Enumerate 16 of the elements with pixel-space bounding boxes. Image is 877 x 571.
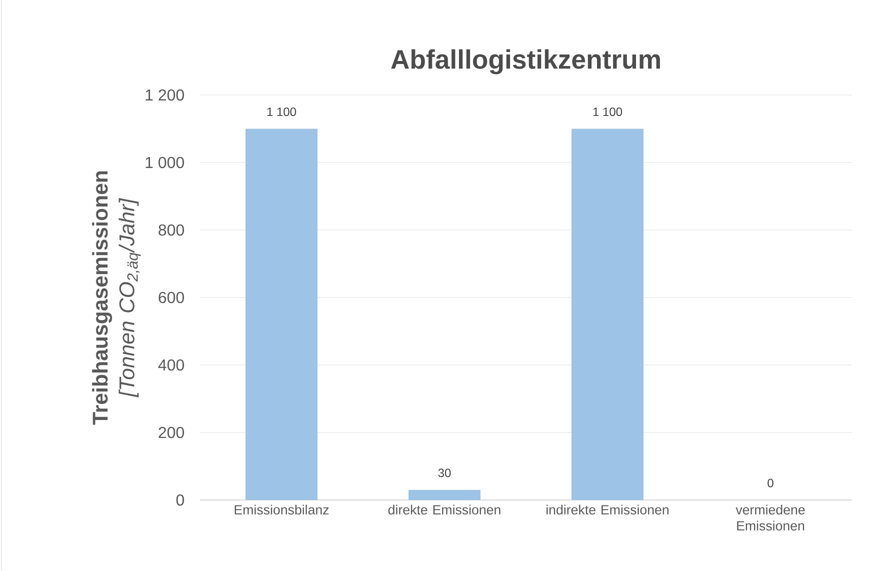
y-tick-label: 800 <box>158 224 184 236</box>
x-tick-label: indirekte Emissionen <box>546 504 668 514</box>
data-label: 1 100 <box>267 108 296 116</box>
y-tick-label: 1 000 <box>146 156 184 168</box>
y-tick-label: 0 <box>176 494 184 506</box>
y-tick-label: 200 <box>158 426 184 438</box>
x-tick-label: vermiedene Emissionen <box>736 504 805 530</box>
data-label: 30 <box>438 468 451 478</box>
y-tick-label: 600 <box>158 292 184 304</box>
x-tick-label: direkte Emissionen <box>388 504 500 514</box>
chart-title: Abfalllogistikzentrum <box>391 49 660 74</box>
data-label: 1 100 <box>593 108 622 116</box>
y-tick-label: 400 <box>158 359 184 371</box>
x-tick-label: Emissionsbilanz <box>234 504 329 514</box>
data-label: 0 <box>768 478 774 488</box>
y-tick-label: 1 200 <box>146 89 184 101</box>
